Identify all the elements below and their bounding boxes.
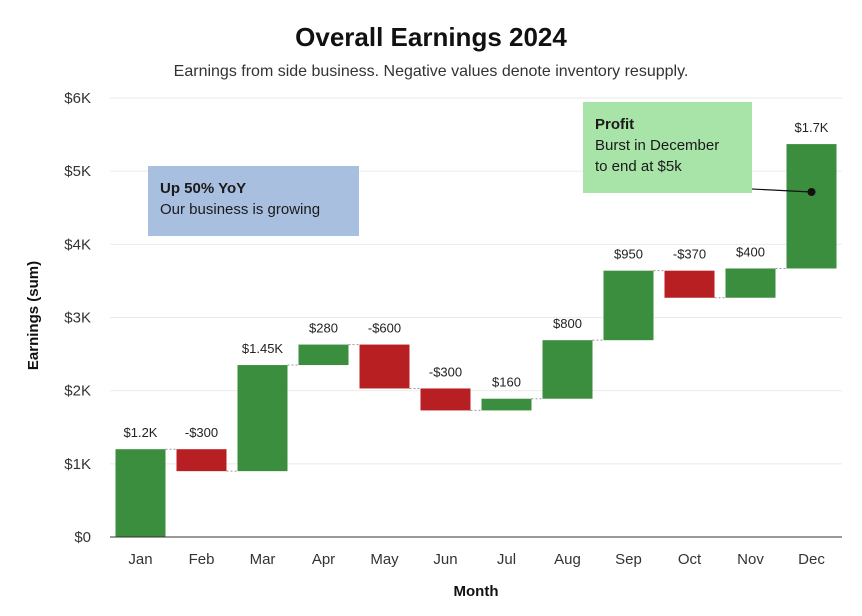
y-tick-label: $1K [64,456,91,473]
chart-title: Overall Earnings 2024 [295,22,567,52]
bar-apr [298,344,349,366]
data-label-oct: -$370 [673,247,706,262]
y-axis-ticks: $0 $1K $2K $3K $4K $5K $6K [64,90,91,546]
annotation-yoy: Up 50% YoY Our business is growing [148,166,359,236]
annotation-profit: Profit Burst in December to end at $5k [583,102,752,193]
data-label-jun: -$300 [429,364,462,379]
x-tick-label: Dec [798,551,825,568]
bar-sep [603,270,654,341]
y-tick-label: $6K [64,90,91,107]
x-tick-label: Jul [497,551,516,568]
x-tick-label: Mar [250,551,276,568]
y-tick-label: $0 [74,529,91,546]
y-tick-label: $2K [64,383,91,400]
data-label-feb: -$300 [185,425,218,440]
bar-jun [420,388,471,411]
annotation-profit-text-1: Burst in December [595,137,720,154]
x-tick-label: Sep [615,551,642,568]
bar-jul [481,398,532,411]
x-tick-label: Nov [737,551,764,568]
x-tick-label: May [370,551,399,568]
x-tick-label: Apr [312,551,335,568]
bar-mar [237,365,288,472]
annotation-profit-text-2: to end at $5k [595,158,682,175]
bar-aug [542,340,593,399]
x-tick-label: Aug [554,551,581,568]
data-label-aug: $800 [553,316,582,331]
data-label-sep: $950 [614,247,643,262]
bar-may [359,344,410,389]
annotation-pointer-dot [807,188,816,196]
bar-oct [664,270,715,298]
bar-nov [725,268,776,298]
data-label-apr: $280 [309,321,338,336]
data-label-jul: $160 [492,375,521,390]
data-label-nov: $400 [736,244,765,259]
chart-subtitle: Earnings from side business. Negative va… [173,63,689,80]
x-axis-ticks: Jan Feb Mar Apr May Jun Jul Aug Sep Oct Nov Dec [128,551,825,568]
y-tick-label: $4K [64,236,91,253]
annotation-yoy-title: Up 50% YoY [160,180,247,197]
bar-jan [115,449,166,537]
data-label-mar: $1.45K [242,341,284,356]
y-axis-title: Earnings (sum) [25,261,42,370]
data-label-may: -$600 [368,321,401,336]
x-tick-label: Jan [128,551,152,568]
bars [115,144,837,537]
bar-feb [176,449,227,472]
annotation-yoy-text: Our business is growing [160,201,321,218]
annotation-profit-title: Profit [595,116,635,133]
data-labels: $1.2K -$300 $1.45K $280 -$600 -$300 $160 $800 $9… [124,120,829,440]
data-label-dec: $1.7K [795,120,829,135]
bar-dec [786,144,837,269]
x-axis-title: Month [454,583,499,600]
x-tick-label: Jun [433,551,457,568]
connectors [165,267,787,472]
data-label-jan: $1.2K [124,425,158,440]
y-tick-label: $3K [64,310,91,327]
x-tick-label: Oct [678,551,702,568]
y-tick-label: $5K [64,163,91,180]
x-tick-label: Feb [189,551,215,568]
